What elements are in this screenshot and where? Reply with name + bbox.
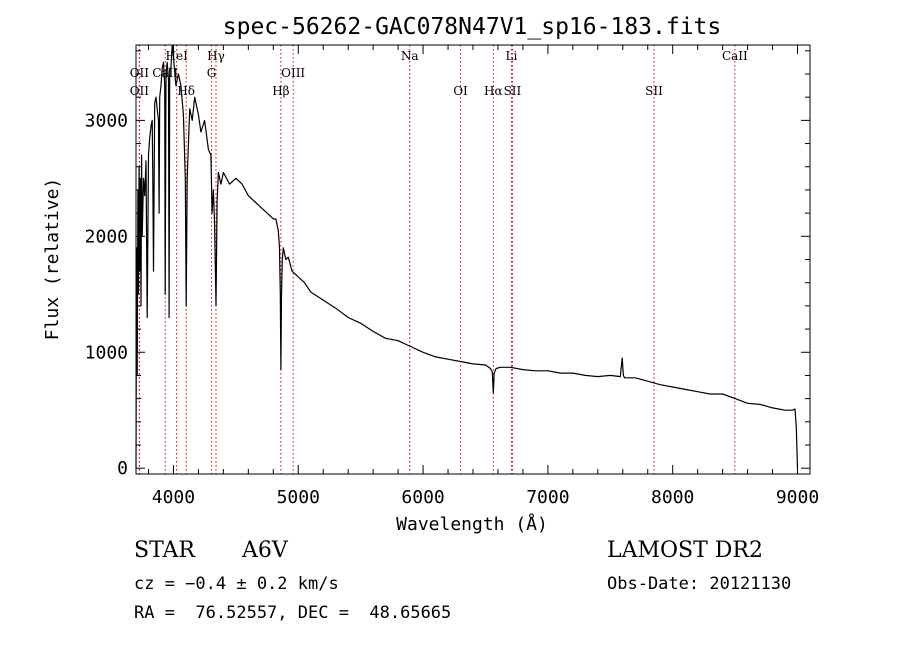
obs-date: Obs-Date: 20121130 [607,574,791,594]
y-tick-label-1000: 1000 [85,342,128,363]
y-tick-label-3000: 3000 [85,110,128,131]
line-marker-label-1: HeI [166,49,189,63]
spectrum-line-layer [136,45,798,468]
chart-title: spec-56262-GAC078N47V1_sp16-183.fits [223,14,722,40]
line-marker-label-3: Hγ [207,49,225,63]
x-tick-label-6000: 6000 [401,487,444,508]
spectrum-line [136,45,798,468]
plot-frame [136,45,810,474]
x-axis-label: Wavelength (Å) [396,513,548,535]
line-marker-label-9: Na [401,49,419,63]
y-tick-label-0: 0 [117,458,128,479]
x-tick-label-4000: 4000 [152,487,195,508]
x-tick-label-9000: 9000 [776,487,819,508]
axis-ticks: 4000 5000 6000 7000 8000 9000 0 1000 2000 3000 [85,45,820,508]
line-marker-label-2: Hδ [177,84,195,98]
line-marker-label-10: OI [453,84,468,98]
line-marker-label-15: CaII [722,49,748,63]
ra-dec-readout: RA = 76.52557, DEC = 48.65665 [134,603,451,623]
line-marker-label-7: OIII [281,66,305,80]
y-tick-label-2000: 2000 [85,226,128,247]
object-class: STAR [134,538,195,563]
object-subclass: A6V [242,538,288,563]
redshift-readout: cz = −0.4 ± 0.2 km/s [134,574,339,594]
line-marker-label-12: SII [504,84,522,98]
line-marker-label-11: Hα [484,84,503,98]
y-axis-label: Flux (relative) [42,178,63,341]
spectrum-chart: spec-56262-GAC078N47V1_sp16-183.fits CaI… [0,0,900,540]
x-tick-label-5000: 5000 [277,487,320,508]
line-marker-label-6: OII [130,84,150,98]
x-tick-label-7000: 7000 [526,487,569,508]
line-marker-label-4: G [207,66,217,80]
line-marker-label-14: SII [645,84,663,98]
line-marker-label-8: Hβ [272,84,289,98]
x-tick-label-8000: 8000 [651,487,694,508]
line-marker-label-13: Li [506,49,518,63]
survey-name: LAMOST DR2 [607,538,763,563]
